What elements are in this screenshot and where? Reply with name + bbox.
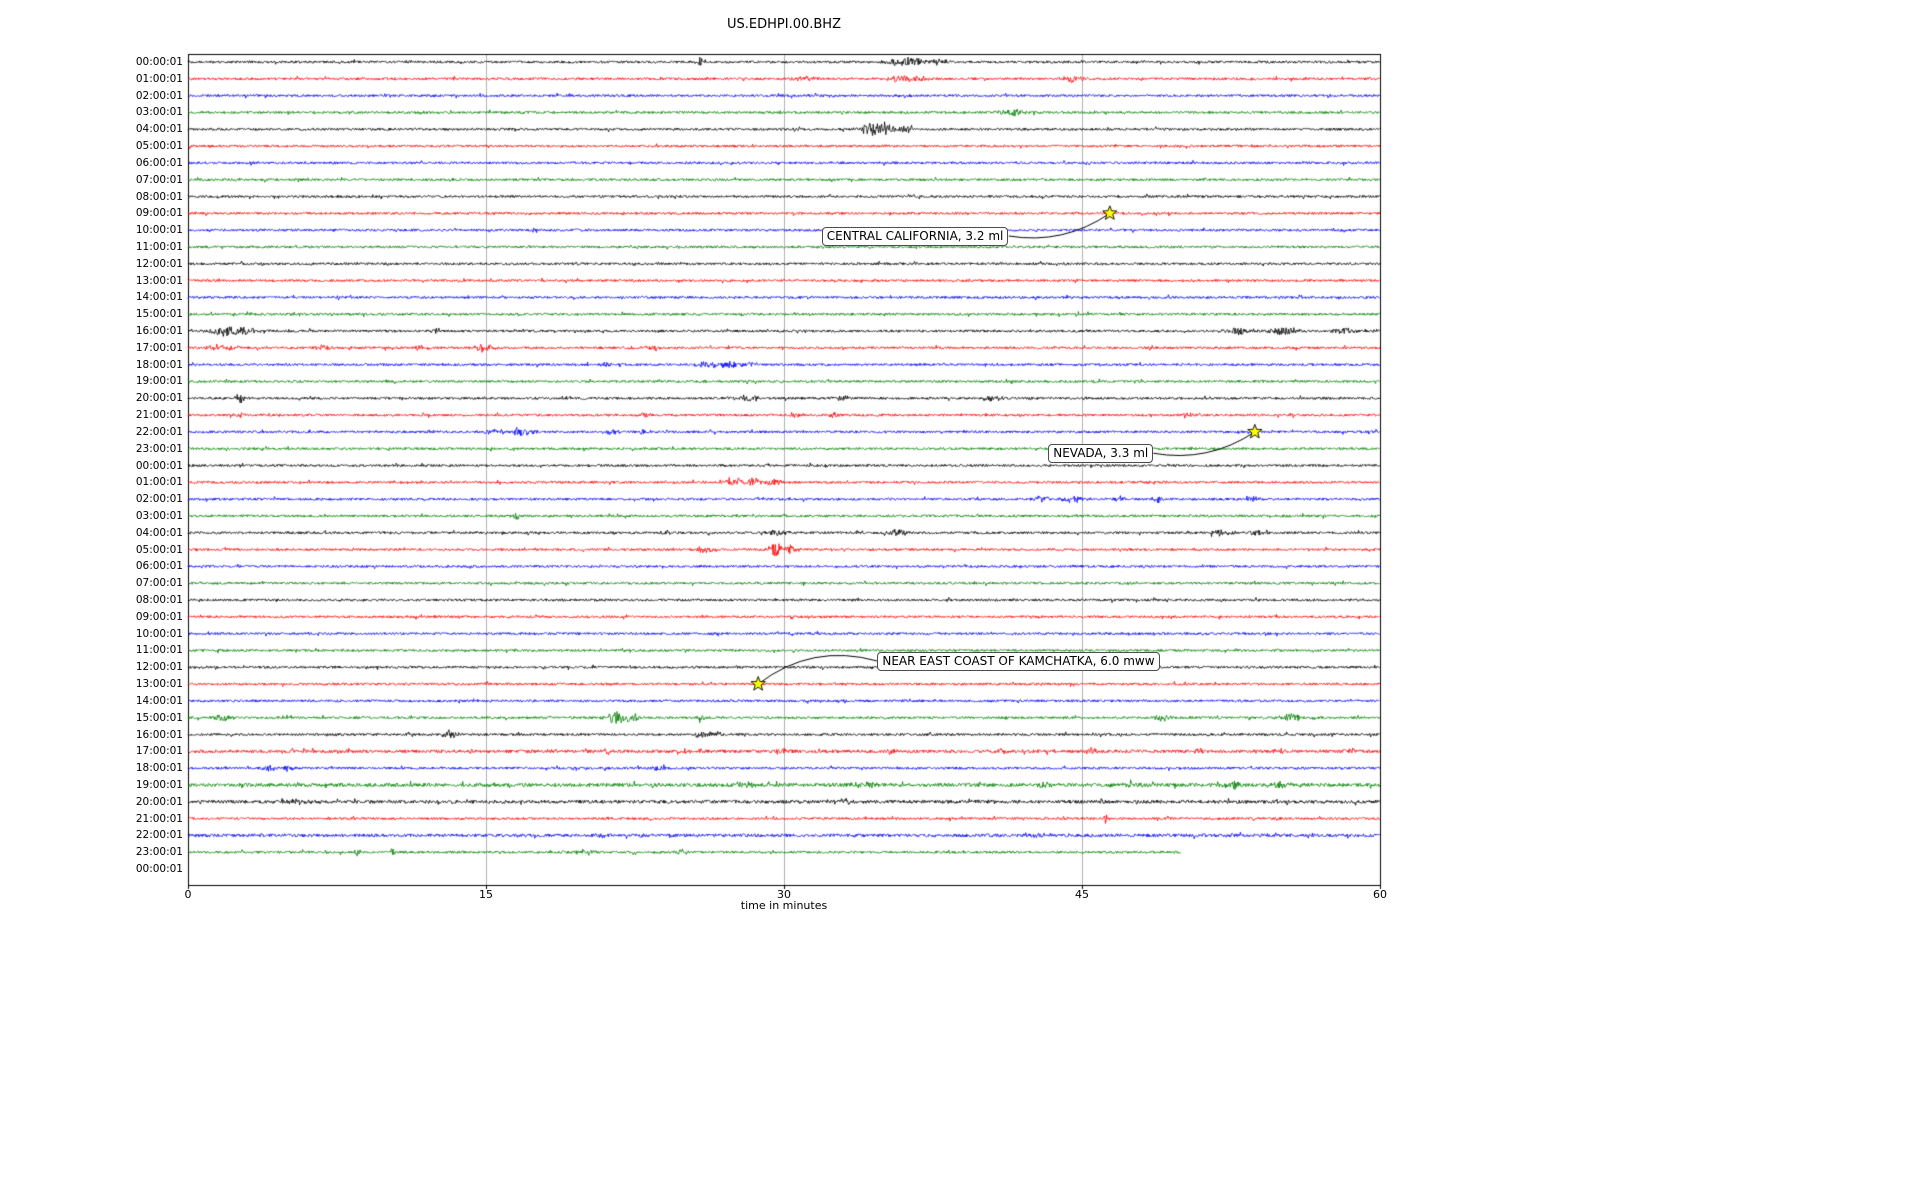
event-annotation: NEAR EAST COAST OF KAMCHATKA, 6.0 mww [877, 651, 1160, 671]
row-label: 01:00:01 [135, 72, 183, 85]
event-annotation: CENTRAL CALIFORNIA, 3.2 ml [821, 226, 1009, 246]
row-label: 08:00:01 [135, 594, 183, 606]
row-label: 09:00:01 [135, 610, 183, 623]
row-label: 03:00:01 [135, 106, 183, 119]
row-label: 19:00:01 [135, 778, 183, 791]
row-label: 14:00:01 [135, 694, 183, 707]
row-label: 06:00:01 [135, 560, 183, 573]
row-label: 00:00:01 [135, 863, 183, 875]
x-axis-label: time in minutes [740, 899, 828, 912]
row-label: 03:00:01 [135, 509, 183, 522]
row-label: 20:00:01 [135, 795, 183, 808]
row-label: 21:00:01 [135, 409, 183, 422]
row-label: 12:00:01 [135, 661, 183, 674]
row-label: 02:00:01 [135, 89, 183, 102]
row-label: 06:00:01 [135, 156, 183, 169]
row-label: 11:00:01 [135, 644, 183, 657]
row-label: 18:00:01 [135, 358, 183, 371]
row-label: 05:00:01 [135, 543, 183, 556]
row-label: 12:00:01 [135, 257, 183, 270]
row-label: 17:00:01 [135, 341, 183, 354]
x-tick-label: 15 [479, 888, 493, 901]
row-label: 22:00:01 [135, 425, 183, 438]
row-label: 10:00:01 [135, 627, 183, 640]
row-label: 13:00:01 [135, 678, 183, 691]
row-label: 10:00:01 [135, 224, 183, 237]
row-label: 04:00:01 [135, 123, 183, 136]
chart-title: US.EDHPI.00.BHZ [727, 17, 841, 32]
row-label: 00:00:01 [135, 459, 183, 472]
row-label: 16:00:01 [135, 728, 183, 741]
row-label: 07:00:01 [135, 173, 183, 186]
row-label: 04:00:01 [135, 526, 183, 539]
row-label: 23:00:01 [135, 442, 183, 455]
row-label: 11:00:01 [135, 240, 183, 253]
row-label: 15:00:01 [135, 308, 183, 321]
row-label: 22:00:01 [135, 829, 183, 842]
event-annotation: NEVADA, 3.3 ml [1048, 443, 1154, 463]
x-tick-label: 45 [1075, 888, 1089, 901]
row-label: 19:00:01 [135, 375, 183, 388]
x-tick-label: 60 [1373, 888, 1387, 901]
row-label: 07:00:01 [135, 577, 183, 590]
row-label: 15:00:01 [135, 711, 183, 724]
row-label: 01:00:01 [135, 476, 183, 489]
x-tick-label: 30 [777, 888, 791, 901]
row-label: 18:00:01 [135, 762, 183, 775]
row-label: 09:00:01 [135, 207, 183, 220]
row-label: 14:00:01 [135, 291, 183, 304]
row-label: 08:00:01 [135, 190, 183, 203]
row-label: 20:00:01 [135, 392, 183, 405]
row-label: 21:00:01 [135, 812, 183, 825]
row-label: 13:00:01 [135, 274, 183, 287]
row-label: 05:00:01 [135, 140, 183, 153]
row-label: 23:00:01 [135, 846, 183, 859]
row-label: 17:00:01 [135, 745, 183, 758]
x-tick-label: 0 [184, 888, 192, 901]
row-label: 00:00:01 [135, 56, 183, 68]
row-label: 16:00:01 [135, 325, 183, 337]
row-label: 02:00:01 [135, 493, 183, 506]
